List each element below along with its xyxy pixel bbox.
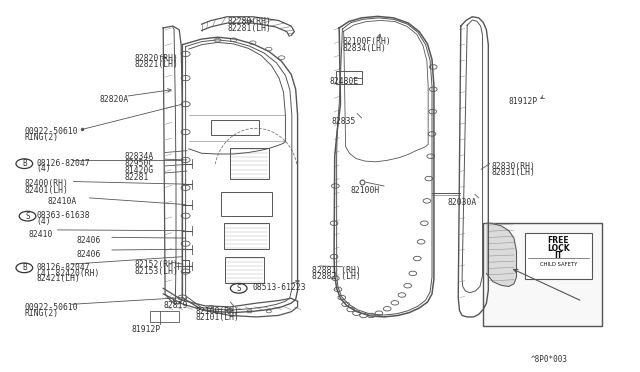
Text: (4): (4) [36,164,51,173]
Text: 82410: 82410 [29,230,53,239]
Text: 82421(LH): 82421(LH) [36,274,81,283]
Text: 82821(LH): 82821(LH) [134,60,179,69]
Text: 00922-50610: 00922-50610 [24,303,78,312]
Text: 08363-61638: 08363-61638 [36,211,90,220]
Text: 82834(LH): 82834(LH) [342,44,387,53]
Bar [221,192,272,216]
Text: 81912P: 81912P [131,326,161,334]
Text: 08126-82047: 08126-82047 [36,263,90,272]
Text: 82831(LH): 82831(LH) [492,168,536,177]
Text: B: B [22,159,27,168]
Text: ^8P0*003: ^8P0*003 [531,355,568,364]
Bar [336,71,362,84]
Text: 82406: 82406 [77,250,101,259]
Text: 81912P: 81912P [509,97,538,106]
Text: RING(2): RING(2) [24,309,58,318]
Text: 82101(LH): 82101(LH) [195,313,239,322]
Text: 82820(RH): 82820(RH) [134,54,179,63]
Text: 82410A: 82410A [48,197,77,206]
Text: 08513-61223: 08513-61223 [253,283,307,292]
Bar [224,223,269,249]
Bar [211,120,259,135]
Polygon shape [486,223,516,286]
Text: 82400(RH): 82400(RH) [24,179,68,188]
Text: 08126-82047: 08126-82047 [36,159,90,168]
Bar [225,257,264,283]
Text: 82835: 82835 [332,117,356,126]
Text: (4): (4) [36,217,51,226]
Bar [525,232,592,279]
Text: 82100H: 82100H [351,186,380,195]
Bar [150,311,179,322]
Text: 82820A: 82820A [99,95,129,104]
Text: 82819: 82819 [163,301,188,310]
Text: 82480E: 82480E [330,77,359,86]
Text: 82834A: 82834A [125,152,154,161]
Text: IT: IT [554,251,563,260]
Text: 82882 (LH): 82882 (LH) [312,272,360,281]
Text: 82280(RH): 82280(RH) [227,17,271,26]
Text: 81420G: 81420G [125,166,154,175]
Text: 82406: 82406 [77,236,101,245]
Text: 82401(LH): 82401(LH) [24,186,68,195]
Text: 82830(RH): 82830(RH) [492,162,536,171]
Text: FREE: FREE [548,236,569,245]
Text: 00922-50610: 00922-50610 [24,127,78,136]
Bar [483,223,602,326]
Text: (4) 82420(RH): (4) 82420(RH) [36,269,100,278]
Text: 82100F(RH): 82100F(RH) [342,37,391,46]
Text: 82030A: 82030A [448,198,477,207]
Text: CHILD SAFETY: CHILD SAFETY [540,262,577,266]
Text: S: S [25,212,30,221]
Text: 82281(LH): 82281(LH) [227,24,271,33]
Text: S: S [236,284,241,293]
Text: 82152(RH): 82152(RH) [134,260,179,269]
Text: 82100(RH): 82100(RH) [195,307,239,316]
Text: 82881 (RH): 82881 (RH) [312,266,360,275]
Text: RING(2): RING(2) [24,133,58,142]
Text: 82153(LH): 82153(LH) [134,267,179,276]
Text: 82281: 82281 [125,173,149,182]
Text: 82950C: 82950C [125,159,154,168]
Text: B: B [22,263,27,272]
Text: LOCK: LOCK [547,244,570,253]
Bar [230,148,269,179]
